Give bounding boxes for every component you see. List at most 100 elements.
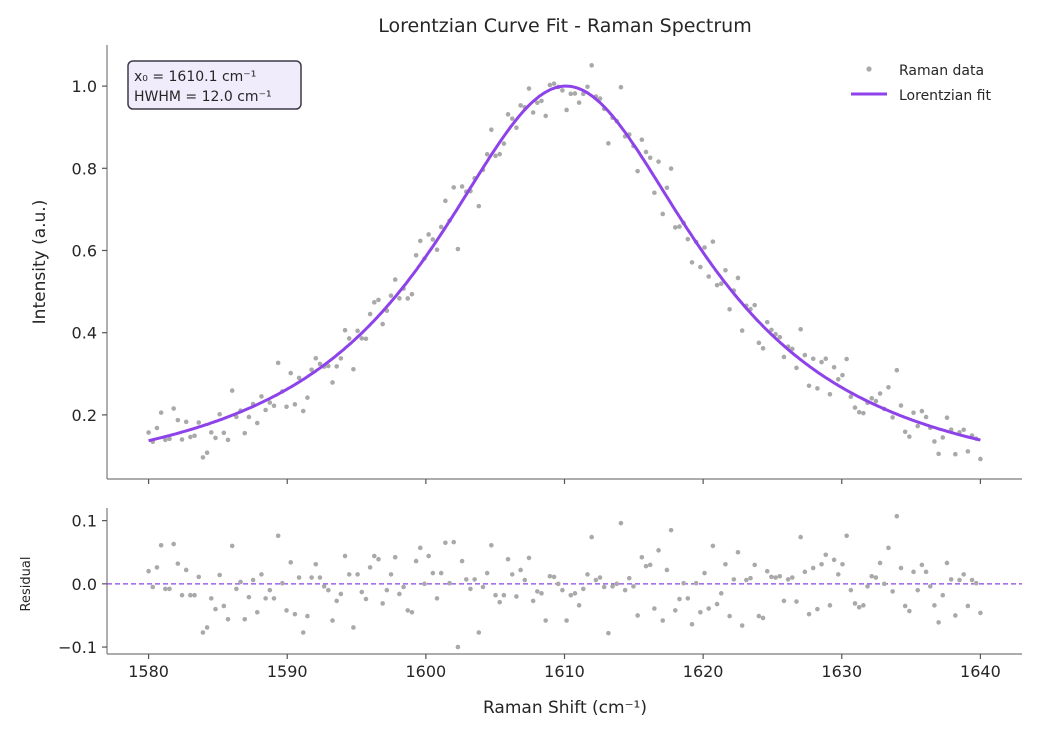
data-point bbox=[313, 355, 319, 361]
residual-point bbox=[718, 591, 724, 596]
data-point bbox=[317, 361, 323, 367]
data-point bbox=[154, 425, 160, 431]
residual-point bbox=[426, 553, 431, 559]
annotation-background bbox=[127, 60, 302, 110]
data-point bbox=[677, 224, 682, 229]
residual-point bbox=[601, 584, 607, 590]
data-point bbox=[409, 291, 415, 297]
residual-point bbox=[246, 594, 252, 600]
residual-point bbox=[522, 577, 528, 583]
data-point bbox=[802, 352, 808, 358]
data-point bbox=[267, 400, 273, 405]
residual-point bbox=[948, 577, 954, 582]
residual-point bbox=[560, 587, 565, 593]
residual-point bbox=[978, 610, 983, 616]
data-point bbox=[367, 311, 373, 317]
residual-point bbox=[334, 598, 339, 604]
data-point bbox=[572, 91, 578, 96]
data-point bbox=[221, 430, 227, 436]
residual-point bbox=[497, 599, 503, 605]
residual-point bbox=[727, 613, 732, 619]
residual-point bbox=[685, 596, 691, 601]
residual-point bbox=[919, 562, 925, 568]
residual-point bbox=[894, 513, 900, 519]
data-point bbox=[635, 168, 640, 174]
residual-y-axis-label: Residual bbox=[19, 557, 34, 612]
data-point bbox=[438, 224, 444, 230]
data-point bbox=[514, 125, 519, 130]
data-point bbox=[179, 437, 185, 442]
residual-point bbox=[907, 608, 912, 614]
residual-point bbox=[146, 568, 151, 574]
residual-point bbox=[647, 562, 653, 568]
data-point bbox=[497, 151, 503, 157]
data-point bbox=[823, 356, 829, 362]
residual-point bbox=[535, 589, 540, 594]
residual-point bbox=[346, 572, 352, 577]
residual-point bbox=[275, 533, 281, 539]
data-point bbox=[831, 364, 837, 370]
residual-point bbox=[259, 572, 264, 577]
residual-point bbox=[443, 540, 448, 546]
data-point bbox=[501, 141, 507, 146]
annotation-x0: x₀ = 1610.1 cm⁻¹ bbox=[134, 69, 256, 85]
data-point bbox=[259, 394, 264, 399]
residual-point bbox=[242, 616, 248, 622]
residual-point bbox=[593, 577, 599, 583]
residual-point bbox=[305, 613, 310, 619]
data-point bbox=[196, 420, 202, 425]
data-point bbox=[585, 84, 590, 90]
data-point bbox=[576, 100, 582, 105]
data-point bbox=[944, 415, 950, 421]
residual-y-tick-label: −0.1 bbox=[58, 638, 97, 657]
data-point bbox=[819, 359, 824, 365]
data-point bbox=[639, 137, 645, 143]
data-point bbox=[568, 91, 574, 97]
residual-point bbox=[819, 561, 824, 567]
residual-point bbox=[840, 561, 845, 567]
data-point bbox=[936, 451, 941, 457]
residual-point bbox=[769, 574, 774, 580]
residual-point bbox=[359, 589, 365, 595]
residual-point bbox=[179, 592, 185, 598]
residual-point bbox=[229, 543, 235, 549]
residual-point bbox=[626, 575, 632, 581]
residual-point bbox=[234, 586, 239, 592]
residual-point bbox=[196, 574, 202, 580]
residual-point bbox=[760, 615, 766, 621]
residual-point bbox=[321, 584, 327, 589]
residual-point bbox=[175, 561, 181, 566]
residual-point bbox=[355, 572, 360, 577]
residual-point bbox=[898, 565, 904, 571]
data-point bbox=[898, 403, 904, 408]
residual-point bbox=[438, 570, 444, 576]
residual-point bbox=[430, 570, 436, 576]
residual-point bbox=[856, 604, 862, 610]
data-point bbox=[723, 267, 728, 273]
residual-point bbox=[614, 581, 620, 587]
data-point bbox=[543, 113, 548, 119]
residual-point bbox=[401, 584, 406, 590]
residual-point bbox=[200, 630, 206, 635]
data-point bbox=[890, 415, 895, 420]
data-point bbox=[234, 414, 239, 420]
data-point bbox=[652, 190, 657, 196]
residual-point bbox=[911, 569, 916, 575]
residual-point bbox=[480, 584, 486, 590]
residual-point bbox=[505, 556, 511, 562]
residual-point bbox=[936, 620, 941, 625]
y-tick-label: 0.4 bbox=[72, 324, 97, 343]
residual-y-tick-label: 0.0 bbox=[72, 575, 97, 594]
residual-point bbox=[597, 575, 603, 580]
x-tick-label: 1580 bbox=[128, 662, 169, 681]
data-point bbox=[455, 246, 461, 252]
data-point bbox=[806, 383, 812, 389]
residual-point bbox=[965, 603, 971, 609]
data-point bbox=[840, 372, 845, 378]
residual-point bbox=[706, 606, 712, 611]
residual-point bbox=[204, 625, 210, 630]
data-point bbox=[334, 364, 339, 369]
x-tick-label: 1630 bbox=[821, 662, 862, 681]
residual-point bbox=[823, 552, 829, 558]
residual-point bbox=[380, 601, 385, 606]
